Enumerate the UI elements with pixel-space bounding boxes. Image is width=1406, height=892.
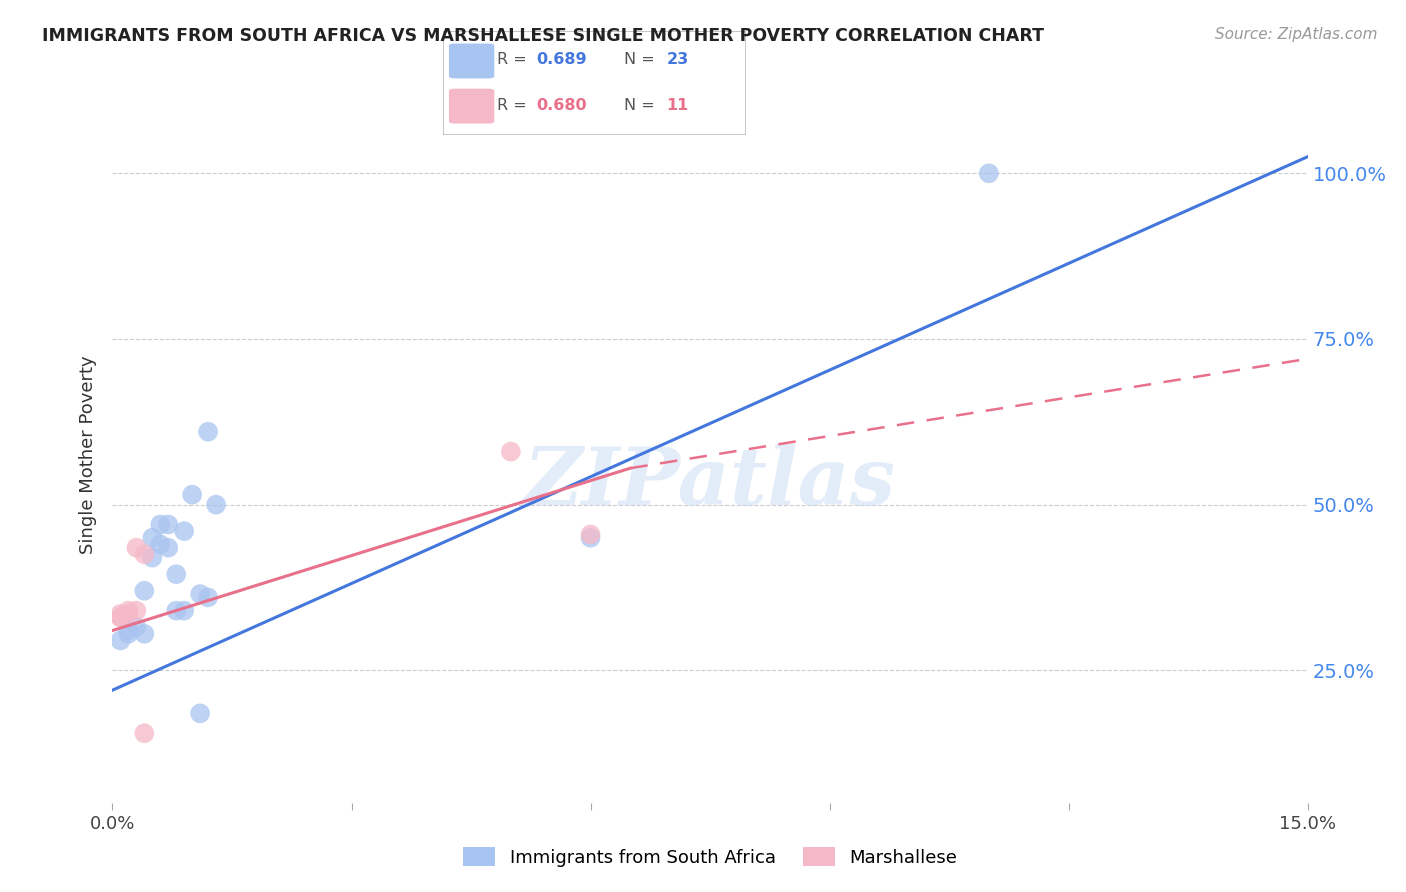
Point <box>110 607 132 621</box>
Point <box>134 726 156 740</box>
Point <box>125 620 148 634</box>
Point <box>173 524 195 538</box>
Point <box>149 517 172 532</box>
Point <box>110 633 132 648</box>
Point <box>173 604 195 618</box>
Point <box>977 166 1000 180</box>
Text: 11: 11 <box>666 97 689 112</box>
Point <box>110 610 132 624</box>
Point <box>134 547 156 561</box>
Point <box>117 607 139 621</box>
Point <box>499 444 522 458</box>
Point <box>110 610 132 624</box>
Point <box>125 541 148 555</box>
Y-axis label: Single Mother Poverty: Single Mother Poverty <box>79 356 97 554</box>
Point <box>141 531 163 545</box>
Point <box>181 488 204 502</box>
Point <box>125 604 148 618</box>
FancyBboxPatch shape <box>449 88 495 124</box>
Text: N =: N = <box>624 53 661 68</box>
Text: IMMIGRANTS FROM SOUTH AFRICA VS MARSHALLESE SINGLE MOTHER POVERTY CORRELATION CH: IMMIGRANTS FROM SOUTH AFRICA VS MARSHALL… <box>42 27 1045 45</box>
Point <box>579 527 602 541</box>
Text: R =: R = <box>498 97 533 112</box>
Point <box>579 531 602 545</box>
Point <box>134 583 156 598</box>
Point <box>157 541 180 555</box>
Point <box>188 587 211 601</box>
Text: 0.689: 0.689 <box>537 53 588 68</box>
Text: Source: ZipAtlas.com: Source: ZipAtlas.com <box>1215 27 1378 42</box>
Text: N =: N = <box>624 97 661 112</box>
Point <box>149 537 172 551</box>
Point <box>157 517 180 532</box>
Point <box>134 627 156 641</box>
Point <box>188 706 211 721</box>
Point <box>165 604 187 618</box>
Point <box>117 627 139 641</box>
Text: 0.680: 0.680 <box>537 97 588 112</box>
Point <box>197 425 219 439</box>
Point <box>205 498 228 512</box>
Text: 23: 23 <box>666 53 689 68</box>
Legend: Immigrants from South Africa, Marshallese: Immigrants from South Africa, Marshalles… <box>456 840 965 874</box>
Point <box>117 604 139 618</box>
Point <box>141 550 163 565</box>
Point <box>197 591 219 605</box>
Point <box>117 624 139 638</box>
Point <box>165 567 187 582</box>
Text: ZIPatlas: ZIPatlas <box>524 444 896 522</box>
Text: R =: R = <box>498 53 533 68</box>
FancyBboxPatch shape <box>449 44 495 78</box>
